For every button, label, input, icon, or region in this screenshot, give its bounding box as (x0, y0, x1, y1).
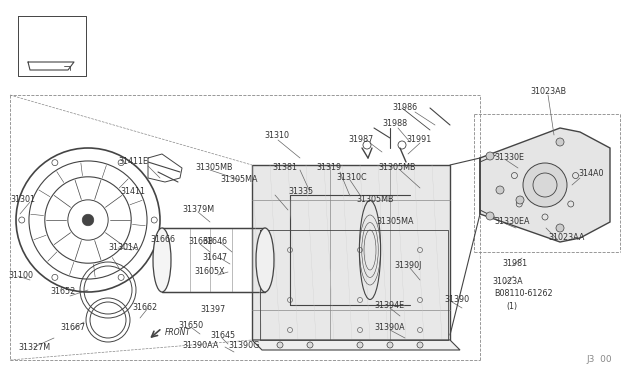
Circle shape (277, 342, 283, 348)
Text: 31390A: 31390A (374, 324, 404, 333)
Text: 31379M: 31379M (182, 205, 214, 215)
Text: 31646: 31646 (202, 237, 227, 247)
Circle shape (516, 196, 524, 204)
Text: (1): (1) (506, 301, 517, 311)
Text: 31987: 31987 (348, 135, 373, 144)
Text: 31390G: 31390G (228, 341, 259, 350)
Text: B08110-61262: B08110-61262 (494, 289, 552, 298)
Text: 31023A: 31023A (492, 278, 523, 286)
Text: 31301: 31301 (10, 196, 35, 205)
Circle shape (417, 342, 423, 348)
Text: 31330EA: 31330EA (494, 218, 529, 227)
Ellipse shape (256, 228, 274, 292)
Text: 31390AA: 31390AA (182, 341, 218, 350)
Text: 31650: 31650 (178, 321, 203, 330)
Text: 31645: 31645 (210, 331, 235, 340)
Text: 31652: 31652 (50, 288, 76, 296)
Text: 31023AA: 31023AA (548, 234, 584, 243)
Text: 31305MA: 31305MA (220, 176, 257, 185)
Text: 31390J: 31390J (394, 262, 421, 270)
Circle shape (387, 342, 393, 348)
Text: 31023AB: 31023AB (530, 87, 566, 96)
Text: 31981: 31981 (502, 260, 527, 269)
Polygon shape (252, 340, 460, 350)
Text: 31411: 31411 (120, 187, 145, 196)
Text: 31305MB: 31305MB (195, 164, 232, 173)
Circle shape (357, 342, 363, 348)
Text: 31390: 31390 (444, 295, 469, 305)
Text: 31301A: 31301A (108, 244, 138, 253)
Text: 31988: 31988 (382, 119, 407, 128)
Text: 31310C: 31310C (336, 173, 367, 183)
Text: 31327M: 31327M (18, 343, 50, 353)
Polygon shape (252, 165, 450, 340)
Circle shape (486, 152, 494, 160)
Text: FRONT: FRONT (165, 328, 191, 337)
Text: 31305MA: 31305MA (376, 218, 413, 227)
Text: 31305MB: 31305MB (356, 196, 394, 205)
Text: 31397: 31397 (200, 305, 225, 314)
Text: 31662: 31662 (132, 304, 157, 312)
Text: 31381: 31381 (272, 164, 297, 173)
Text: 31991: 31991 (406, 135, 431, 144)
Text: 31666: 31666 (150, 235, 175, 244)
Text: 31394E: 31394E (374, 301, 404, 311)
Text: 31667: 31667 (60, 324, 85, 333)
Text: 31305MB: 31305MB (378, 164, 415, 173)
Circle shape (486, 212, 494, 220)
Text: 31310: 31310 (264, 131, 289, 141)
Circle shape (496, 186, 504, 194)
Ellipse shape (153, 228, 171, 292)
Text: 31647: 31647 (202, 253, 227, 263)
Text: 31986: 31986 (392, 103, 417, 112)
Circle shape (307, 342, 313, 348)
Circle shape (82, 214, 94, 226)
Text: 31335: 31335 (288, 187, 313, 196)
Text: J3  00: J3 00 (586, 355, 612, 364)
Circle shape (556, 224, 564, 232)
Text: 31668: 31668 (188, 237, 213, 247)
Text: 31605X: 31605X (194, 267, 225, 276)
Text: 31411E: 31411E (118, 157, 148, 167)
Text: 314A0: 314A0 (578, 170, 604, 179)
Text: 31100: 31100 (8, 270, 33, 279)
Circle shape (523, 163, 567, 207)
Text: 31330E: 31330E (494, 154, 524, 163)
Circle shape (556, 138, 564, 146)
Polygon shape (480, 128, 610, 242)
Text: 31319: 31319 (316, 164, 341, 173)
